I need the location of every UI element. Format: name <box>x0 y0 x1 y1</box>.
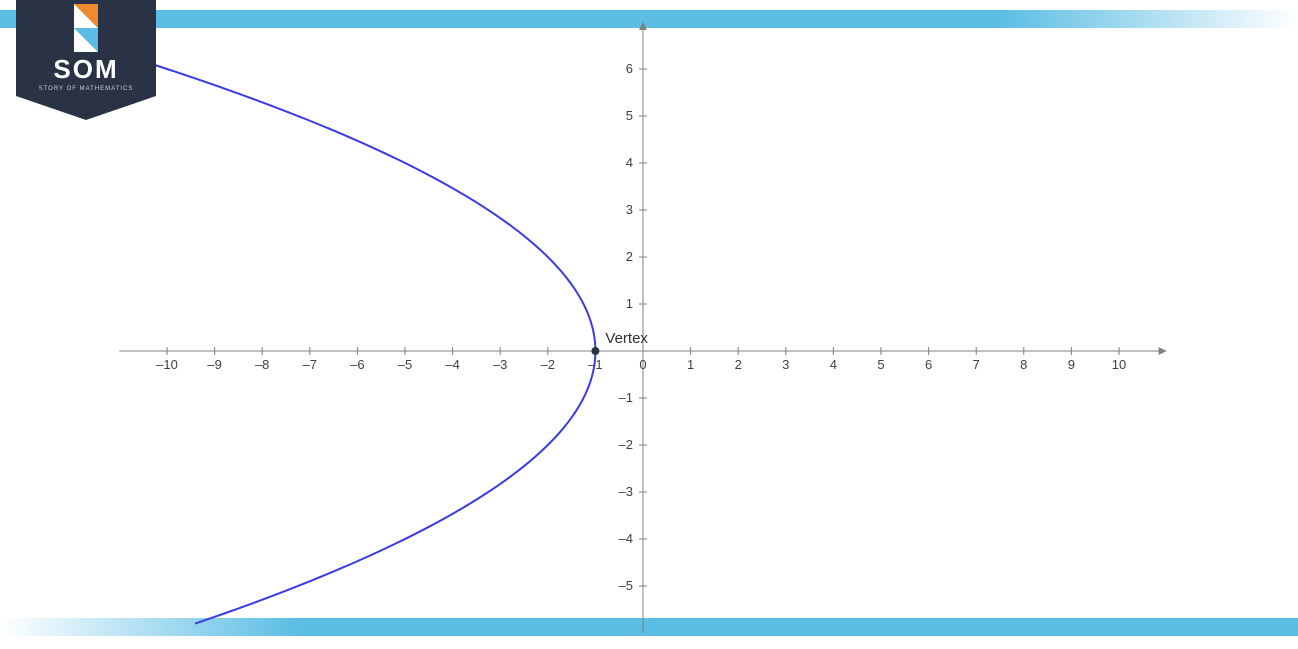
x-tick-label: 1 <box>687 357 694 372</box>
x-tick-label: 2 <box>735 357 742 372</box>
x-tick-label: 4 <box>830 357 837 372</box>
curve-group <box>123 55 595 624</box>
vertex-point <box>591 347 599 355</box>
logo-subtitle: STORY OF MATHEMATICS <box>39 86 134 92</box>
axes-group: –10–9–8–7–6–5–4–3–2–1012345678910–5–4–3–… <box>119 22 1166 633</box>
parabola-curve <box>123 55 595 624</box>
x-tick-label: –5 <box>398 357 412 372</box>
vertex-label: Vertex <box>605 330 648 347</box>
logo-text: SOM <box>53 54 118 84</box>
x-tick-label: –10 <box>156 357 178 372</box>
y-tick-label: 5 <box>626 108 633 123</box>
y-tick-label: 2 <box>626 249 633 264</box>
x-tick-label: –8 <box>255 357 269 372</box>
x-tick-label: –6 <box>350 357 364 372</box>
logo-badge: SOM STORY OF MATHEMATICS <box>16 0 156 120</box>
x-tick-label: –3 <box>493 357 507 372</box>
x-tick-label: 0 <box>639 357 646 372</box>
x-tick-label: 5 <box>877 357 884 372</box>
y-tick-label: –3 <box>619 484 633 499</box>
parabola-chart: –10–9–8–7–6–5–4–3–2–1012345678910–5–4–3–… <box>0 0 1298 649</box>
logo-icon <box>74 4 98 52</box>
y-tick-label: –1 <box>619 390 633 405</box>
x-tick-label: –2 <box>541 357 555 372</box>
y-axis-arrow <box>639 22 647 30</box>
y-tick-label: –5 <box>619 578 633 593</box>
x-tick-label: –7 <box>303 357 317 372</box>
y-tick-label: 4 <box>626 155 633 170</box>
y-tick-label: 3 <box>626 202 633 217</box>
x-tick-label: 7 <box>973 357 980 372</box>
x-tick-label: 9 <box>1068 357 1075 372</box>
x-axis-arrow <box>1159 347 1167 355</box>
x-tick-label: 10 <box>1112 357 1126 372</box>
x-tick-label: –4 <box>445 357 459 372</box>
y-tick-label: –2 <box>619 437 633 452</box>
y-tick-label: 6 <box>626 61 633 76</box>
y-tick-label: 1 <box>626 296 633 311</box>
x-tick-label: 3 <box>782 357 789 372</box>
x-tick-label: 8 <box>1020 357 1027 372</box>
x-tick-label: –9 <box>207 357 221 372</box>
y-tick-label: –4 <box>619 531 633 546</box>
x-tick-label: 6 <box>925 357 932 372</box>
